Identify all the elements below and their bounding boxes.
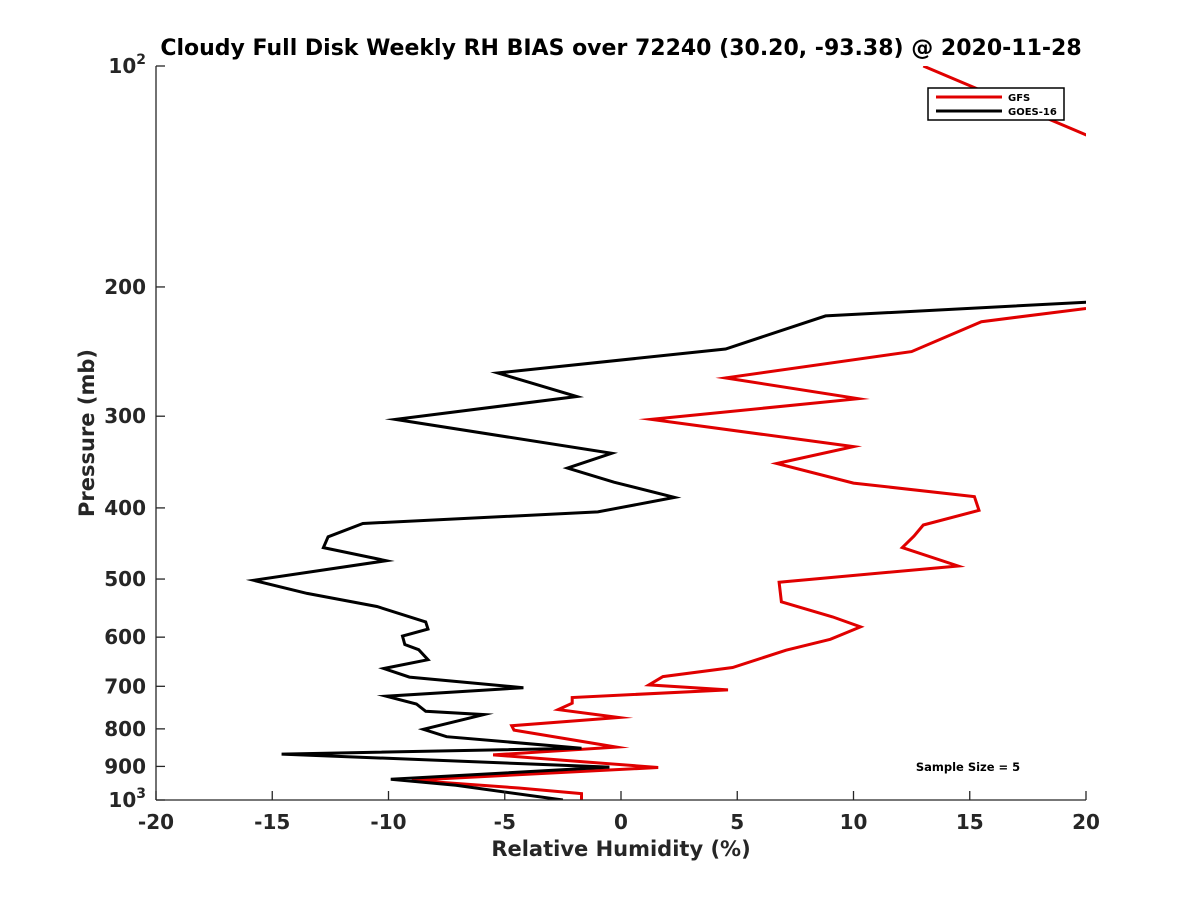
y-tick-label: 900 [104,754,146,778]
x-tick-label: 10 [840,810,868,834]
legend: GFS GOES-16 [927,87,1065,121]
x-tick-label: 5 [730,810,744,834]
plot-area: -20 -15 -10 -5 0 5 10 15 20 102 200 300 400 500 600 700… [104,52,1100,834]
y-tick-label: 700 [104,674,146,698]
legend-label-gfs: GFS [1008,93,1030,104]
y-tick-label: 500 [104,567,146,591]
series-line-gfs [411,66,1086,800]
y-tick-label: 400 [104,496,146,520]
x-tick-label: 0 [614,810,628,834]
x-tick-label: -5 [494,810,516,834]
y-tick-label: 103 [108,786,146,812]
x-tick-label: -10 [370,810,406,834]
x-tick-label: -15 [254,810,290,834]
series-line-goes-16 [245,300,1086,800]
y-tick-label: 800 [104,717,146,741]
x-tick-label: 20 [1072,810,1100,834]
x-tick-label: 15 [956,810,984,834]
y-tick-label: 600 [104,625,146,649]
axes-layer: -20 -15 -10 -5 0 5 10 15 20 102 200 300 400 500 600 700… [104,52,1100,834]
legend-box [927,87,1065,121]
y-tick-label: 102 [108,52,146,78]
legend-label-goes-16: GOES-16 [1008,107,1057,118]
sample-size-annotation: Sample Size = 5 [916,760,1020,774]
x-axis-label: Relative Humidity (%) [491,837,750,861]
y-tick-label: 300 [104,404,146,428]
x-tick-label: -20 [138,810,174,834]
y-axis-label: Pressure (mb) [75,349,99,517]
series-layer [245,66,1086,800]
y-tick-label: 200 [104,275,146,299]
chart-title: Cloudy Full Disk Weekly RH BIAS over 722… [160,36,1081,61]
